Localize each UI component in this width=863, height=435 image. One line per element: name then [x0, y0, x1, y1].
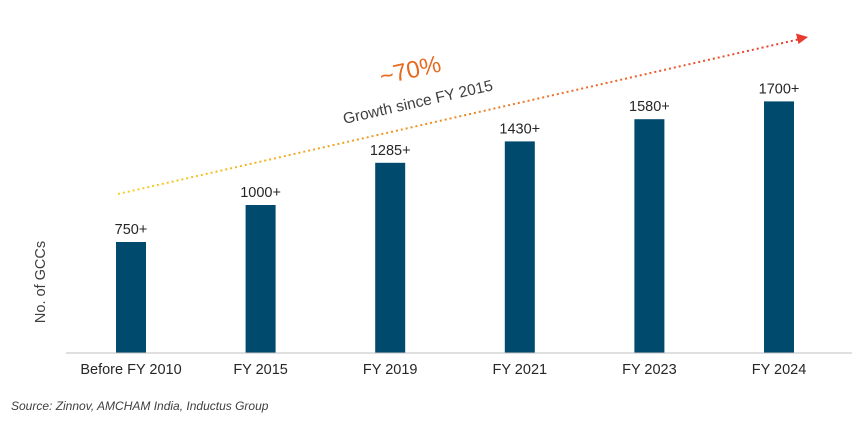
bar-value-label: 1700+ — [759, 81, 800, 97]
x-tick-label: Before FY 2010 — [80, 362, 181, 378]
growth-arrow-head — [796, 33, 808, 44]
growth-trend-arrow — [117, 38, 799, 195]
bars-layer: 750+ 1000+ 1285+ 1430+ 1580+ 1700+ — [115, 81, 800, 354]
growth-percentage-label: ~70% — [377, 51, 444, 91]
y-axis-label: No. of GCCs — [33, 241, 49, 323]
x-tick-label: FY 2021 — [493, 362, 548, 378]
bar-fy-2019 — [375, 162, 406, 353]
source-note: Source: Zinnov, AMCHAM India, Inductus G… — [11, 399, 269, 413]
bar-before-fy-2010 — [116, 242, 146, 353]
bar-fy-2015 — [245, 205, 276, 353]
bar-value-label: 750+ — [115, 222, 148, 238]
growth-annotation-text: Growth since FY 2015 — [341, 77, 494, 127]
x-tick-label: FY 2015 — [233, 362, 288, 378]
x-tick-label: FY 2019 — [363, 362, 418, 378]
bar-fy-2021 — [504, 141, 535, 353]
bar-fy-2024 — [764, 101, 794, 354]
bar-value-label: 1580+ — [629, 99, 670, 115]
bar-value-label: 1000+ — [240, 185, 281, 201]
x-tick-label: FY 2023 — [622, 362, 677, 378]
x-tick-labels: Before FY 2010 FY 2015 FY 2019 FY 2021 FY 20… — [80, 362, 806, 378]
bar-fy-2023 — [634, 119, 665, 353]
bar-value-label: 1285+ — [370, 143, 411, 159]
x-tick-label: FY 2024 — [752, 362, 807, 378]
bar-value-label: 1430+ — [499, 121, 540, 137]
